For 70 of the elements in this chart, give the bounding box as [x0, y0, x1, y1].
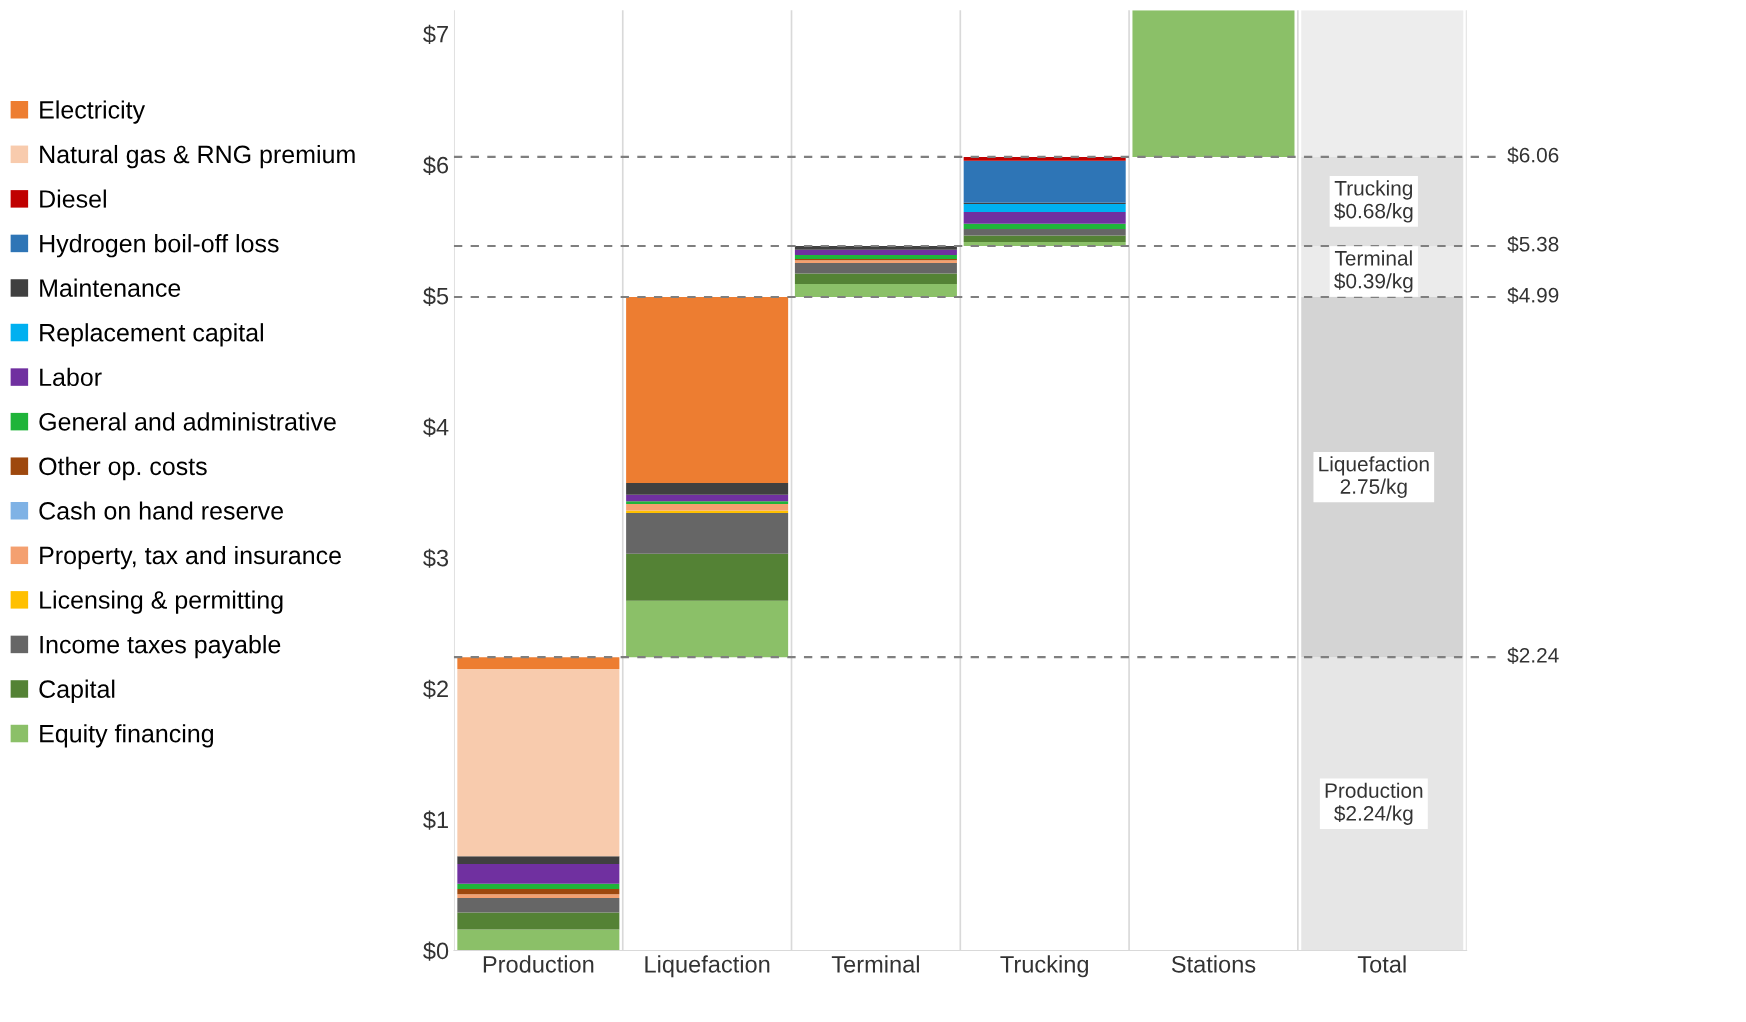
bar: [457, 856, 620, 865]
annotation: Trucking $0.68/kg: [1334, 180, 1413, 223]
bar: [457, 898, 620, 913]
y-tick-label: $5: [423, 286, 449, 306]
legend-label: Cash on hand reserve: [39, 501, 283, 520]
ref-line-label: $4.99: [1507, 286, 1559, 304]
x-tick-label: Liquefaction: [645, 955, 770, 978]
bar: [626, 482, 789, 495]
bar: [626, 553, 789, 601]
bar: [963, 211, 1126, 224]
bar: [794, 262, 957, 274]
y-tick-label: $7: [423, 24, 448, 44]
y-tick-label: $0: [423, 941, 449, 961]
bar: [963, 223, 1126, 229]
legend-label: Licensing & permitting: [40, 590, 283, 614]
bar: [1301, 657, 1464, 951]
x-tick-label: Terminal: [831, 955, 919, 973]
bar: [626, 503, 789, 511]
bar: [457, 894, 620, 899]
x-tick-label: Stations: [1171, 955, 1256, 973]
bar: [963, 228, 1126, 236]
ref-line-label: $6.06: [1507, 146, 1559, 164]
bar: [794, 255, 957, 260]
legend-label: Capital: [39, 679, 115, 703]
bar: [457, 883, 620, 889]
y-tick-label: $2: [423, 679, 448, 699]
bar: [963, 204, 1126, 212]
bar: [1132, 10, 1295, 157]
legend-label: Replacement capital: [40, 323, 263, 347]
bar: [457, 668, 620, 857]
bar: [963, 235, 1126, 243]
bar: [626, 297, 789, 483]
bar: [963, 160, 1126, 203]
bar: [794, 249, 957, 256]
bar: [626, 494, 789, 502]
x-tick-label: Production: [483, 955, 594, 973]
legend-label: Labor: [40, 367, 102, 387]
bar: [457, 864, 620, 884]
legend-label: Other op. costs: [39, 456, 207, 481]
legend-label: Equity financing: [40, 724, 214, 748]
y-tick-label: $6: [423, 155, 449, 175]
bar: [794, 283, 957, 298]
legend-label: Maintenance: [40, 278, 181, 297]
legend-label: Natural gas & RNG premium: [40, 144, 355, 169]
legend-label: Electricity: [40, 100, 146, 124]
bar: [457, 657, 620, 669]
ref-line-label: $2.24: [1507, 647, 1559, 664]
y-tick-label: $3: [423, 548, 449, 568]
annotation: Production $2.24/kg: [1325, 782, 1423, 825]
legend-label: Hydrogen boil-off loss: [40, 234, 279, 258]
bar: [457, 912, 620, 930]
bar: [626, 501, 789, 504]
bar: [794, 273, 957, 284]
annotation: Terminal $0.39/kg: [1334, 250, 1413, 293]
y-tick-label: $4: [423, 417, 449, 437]
y-tick-label: $1: [423, 810, 448, 830]
bar: [1301, 10, 1464, 157]
x-tick-label: Trucking: [1000, 955, 1088, 978]
bar: [626, 600, 789, 658]
bar: [457, 929, 620, 951]
legend-label: Property, tax and insurance: [40, 545, 341, 570]
x-tick-label: Total: [1357, 955, 1406, 973]
bar: [457, 888, 620, 895]
legend-label: General and administrative: [39, 412, 336, 431]
ref-line-label: $5.38: [1507, 235, 1559, 253]
bar: [626, 510, 789, 514]
legend-label: Diesel: [40, 189, 106, 208]
annotation: Liquefaction 2.75/kg: [1319, 456, 1429, 498]
bar: [626, 513, 789, 554]
legend-label: Income taxes payable: [40, 635, 281, 659]
